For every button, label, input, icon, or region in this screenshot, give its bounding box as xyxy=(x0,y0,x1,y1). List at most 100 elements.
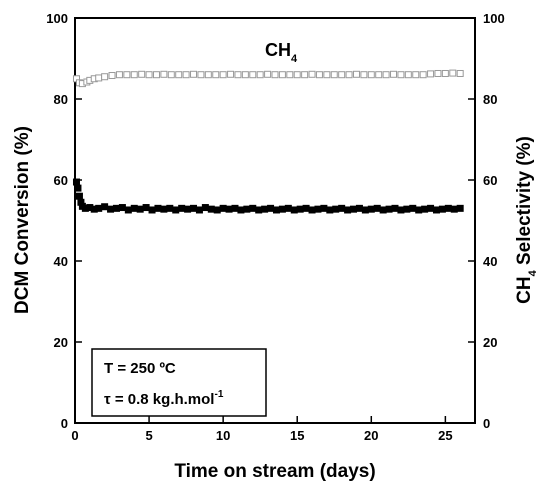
ch4-selectivity-point xyxy=(271,71,279,79)
ch4-selectivity-point xyxy=(323,71,331,79)
dcm-conversion-point xyxy=(385,205,393,213)
ch4-selectivity-point xyxy=(456,69,464,77)
ch4-selectivity-point xyxy=(115,71,123,79)
y-right-tick-label: 100 xyxy=(483,11,505,26)
dcm-conversion-point xyxy=(136,205,144,213)
ch4-selectivity-point xyxy=(330,71,338,79)
dcm-conversion-point xyxy=(118,204,126,212)
dcm-conversion-point xyxy=(75,192,83,200)
ch4-selectivity-point xyxy=(108,72,116,80)
dcm-conversion-point xyxy=(391,204,399,212)
y-left-tick-label: 60 xyxy=(54,173,68,188)
conditions-residence-time-sup: -1 xyxy=(214,389,223,400)
y-right-label-base: CH xyxy=(514,276,535,303)
dcm-conversion-point xyxy=(142,204,150,212)
dcm-conversion-point xyxy=(427,204,435,212)
dcm-conversion-point xyxy=(373,204,381,212)
series-ch4-selectivity xyxy=(72,69,464,88)
ch4-selectivity-point xyxy=(286,71,294,79)
y-left-tick-label: 40 xyxy=(54,254,68,269)
dcm-conversion-point xyxy=(74,184,82,192)
y-right-axis-ticks: 0 20 40 60 80 100 xyxy=(468,11,505,431)
ch4-selectivity-point xyxy=(138,70,146,78)
ch4-selectivity-point xyxy=(182,71,190,79)
y-right-tick-label: 0 xyxy=(483,416,490,431)
ch4-selectivity-point xyxy=(101,73,109,81)
dcm-conversion-point xyxy=(213,206,221,214)
dcm-conversion-point xyxy=(101,203,109,211)
dcm-conversion-point xyxy=(278,205,286,213)
dcm-conversion-point xyxy=(130,204,138,212)
y-right-axis-label: CH4 Selectivity (%) xyxy=(514,136,539,304)
y-left-axis-label: DCM Conversion (%) xyxy=(12,126,33,314)
dcm-conversion-point xyxy=(81,204,89,212)
dcm-conversion-point xyxy=(190,204,198,212)
ch4-selectivity-point xyxy=(197,71,205,79)
y-left-axis-ticks: 0 20 40 60 80 100 xyxy=(46,11,82,431)
dcm-conversion-point xyxy=(314,205,322,213)
dcm-conversion-point xyxy=(148,206,156,214)
dcm-conversion-point xyxy=(112,204,120,212)
conditions-box: T = 250 ºC τ = 0.8 kg.h.mol-1 xyxy=(91,348,267,417)
ch4-annotation: CH4 xyxy=(265,40,298,65)
dcm-conversion-point xyxy=(432,206,440,214)
ch4-selectivity-point xyxy=(227,70,235,78)
x-axis-ticks: 0 5 10 15 20 25 xyxy=(71,416,453,443)
dcm-conversion-point xyxy=(379,206,387,214)
dcm-conversion-point xyxy=(154,204,162,212)
ch4-selectivity-point xyxy=(375,71,383,79)
dcm-conversion-point xyxy=(326,206,334,214)
series-dcm-conversion xyxy=(72,178,464,214)
dcm-conversion-point xyxy=(355,204,363,212)
y-right-label-sub: 4 xyxy=(527,269,539,276)
conditions-residence-time-base: τ = 0.8 kg.h.mol xyxy=(104,391,214,408)
conditions-temperature: T = 250 ºC xyxy=(104,360,176,377)
dcm-conversion-point xyxy=(225,205,233,213)
y-left-tick-label: 20 xyxy=(54,335,68,350)
ch4-selectivity-point xyxy=(264,70,272,78)
dcm-conversion-point xyxy=(195,206,203,214)
y-right-tick-label: 80 xyxy=(483,92,497,107)
ch4-selectivity-point xyxy=(382,71,390,79)
y-right-label-rest: Selectivity (%) xyxy=(514,136,535,270)
dcm-conversion-point xyxy=(332,205,340,213)
y-right-tick-label: 40 xyxy=(483,254,497,269)
ch4-annotation-base: CH xyxy=(265,40,291,60)
x-tick-label: 10 xyxy=(216,428,230,443)
dcm-conversion-point xyxy=(421,205,429,213)
dcm-conversion-point xyxy=(237,206,245,214)
y-right-tick-label: 20 xyxy=(483,335,497,350)
ch4-selectivity-point xyxy=(256,71,264,79)
ch4-selectivity-point xyxy=(397,71,405,79)
dcm-conversion-point xyxy=(367,205,375,213)
dcm-conversion-point xyxy=(344,206,352,214)
ch4-selectivity-point xyxy=(249,71,257,79)
dcm-conversion-point xyxy=(261,205,269,213)
dcm-conversion-point xyxy=(444,204,452,212)
conditions-residence-time: τ = 0.8 kg.h.mol-1 xyxy=(104,389,224,408)
dcm-conversion-point xyxy=(95,204,103,212)
dcm-conversion-point xyxy=(160,205,168,213)
dcm-conversion-point xyxy=(284,204,292,212)
ch4-selectivity-point xyxy=(123,71,131,79)
ch4-selectivity-point xyxy=(152,71,160,79)
dcm-conversion-point xyxy=(166,204,174,212)
dcm-conversion-point xyxy=(219,204,227,212)
ch4-selectivity-point xyxy=(145,71,153,79)
dcm-conversion-point xyxy=(350,205,358,213)
dcm-conversion-point xyxy=(86,204,94,212)
dcm-conversion-point xyxy=(361,206,369,214)
x-tick-label: 20 xyxy=(364,428,378,443)
plot-frame xyxy=(74,17,476,424)
dcm-conversion-point xyxy=(124,206,132,214)
dcm-conversion-point xyxy=(456,204,464,212)
dcm-conversion-point xyxy=(320,204,328,212)
ch4-selectivity-point xyxy=(352,70,360,78)
y-left-tick-label: 0 xyxy=(61,416,68,431)
dcm-conversion-point xyxy=(72,178,80,186)
x-tick-label: 15 xyxy=(290,428,304,443)
dcm-conversion-point xyxy=(77,198,85,206)
dcm-conversion-point xyxy=(296,205,304,213)
ch4-selectivity-point xyxy=(278,71,286,79)
y-left-tick-label: 80 xyxy=(54,92,68,107)
